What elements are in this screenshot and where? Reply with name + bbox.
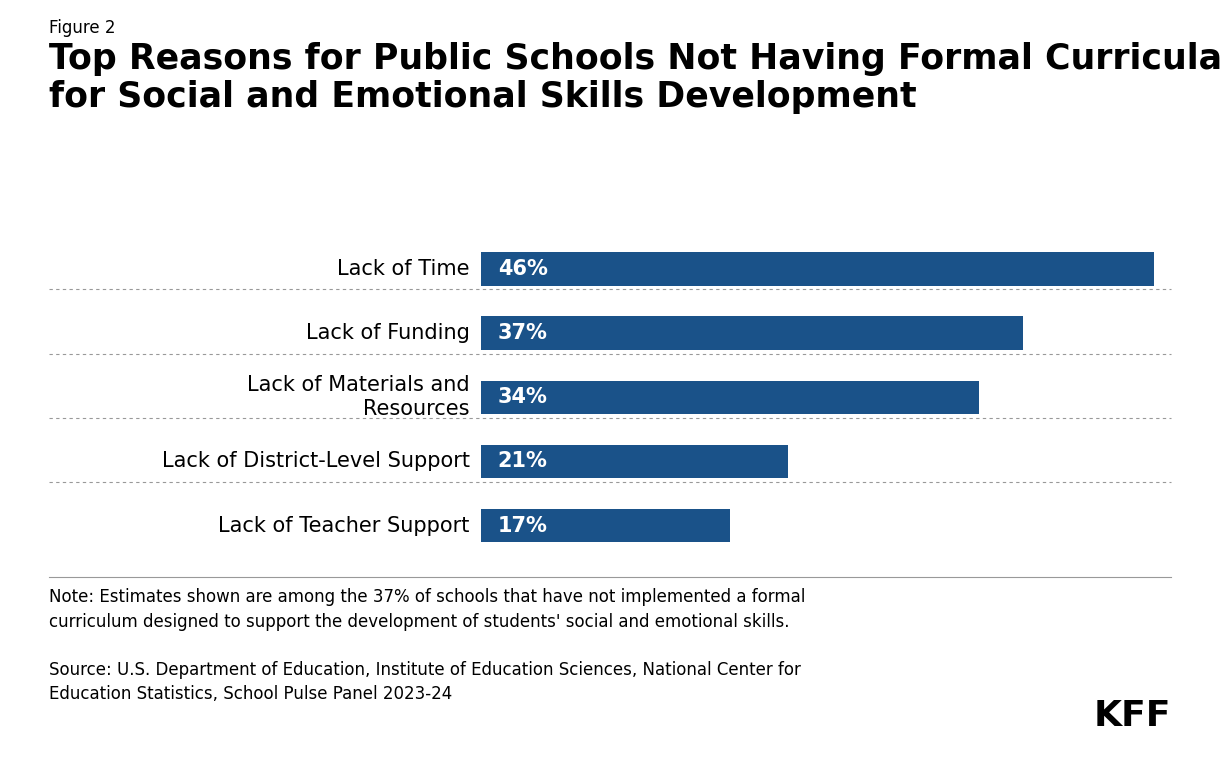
Text: KFF: KFF	[1093, 699, 1171, 733]
Text: 46%: 46%	[498, 259, 548, 279]
Bar	[481, 252, 1154, 286]
Text: Lack of Funding: Lack of Funding	[306, 323, 470, 343]
Text: 34%: 34%	[498, 387, 548, 407]
Text: Lack of Teacher Support: Lack of Teacher Support	[218, 516, 470, 536]
Bar	[481, 316, 1022, 350]
Bar	[481, 509, 730, 542]
Text: Lack of Time: Lack of Time	[337, 259, 470, 279]
Text: 37%: 37%	[498, 323, 548, 343]
Text: Lack of District-Level Support: Lack of District-Level Support	[162, 452, 470, 471]
Bar	[481, 445, 788, 478]
Text: Note: Estimates shown are among the 37% of schools that have not implemented a f: Note: Estimates shown are among the 37% …	[49, 588, 805, 630]
Text: 21%: 21%	[498, 452, 548, 471]
Text: 17%: 17%	[498, 516, 548, 536]
Bar	[481, 380, 978, 414]
Text: Source: U.S. Department of Education, Institute of Education Sciences, National : Source: U.S. Department of Education, In…	[49, 661, 800, 703]
Text: Top Reasons for Public Schools Not Having Formal Curricula
for Social and Emotio: Top Reasons for Public Schools Not Havin…	[49, 42, 1220, 114]
Text: Lack of Materials and
Resources: Lack of Materials and Resources	[248, 375, 470, 419]
Text: Figure 2: Figure 2	[49, 19, 116, 37]
